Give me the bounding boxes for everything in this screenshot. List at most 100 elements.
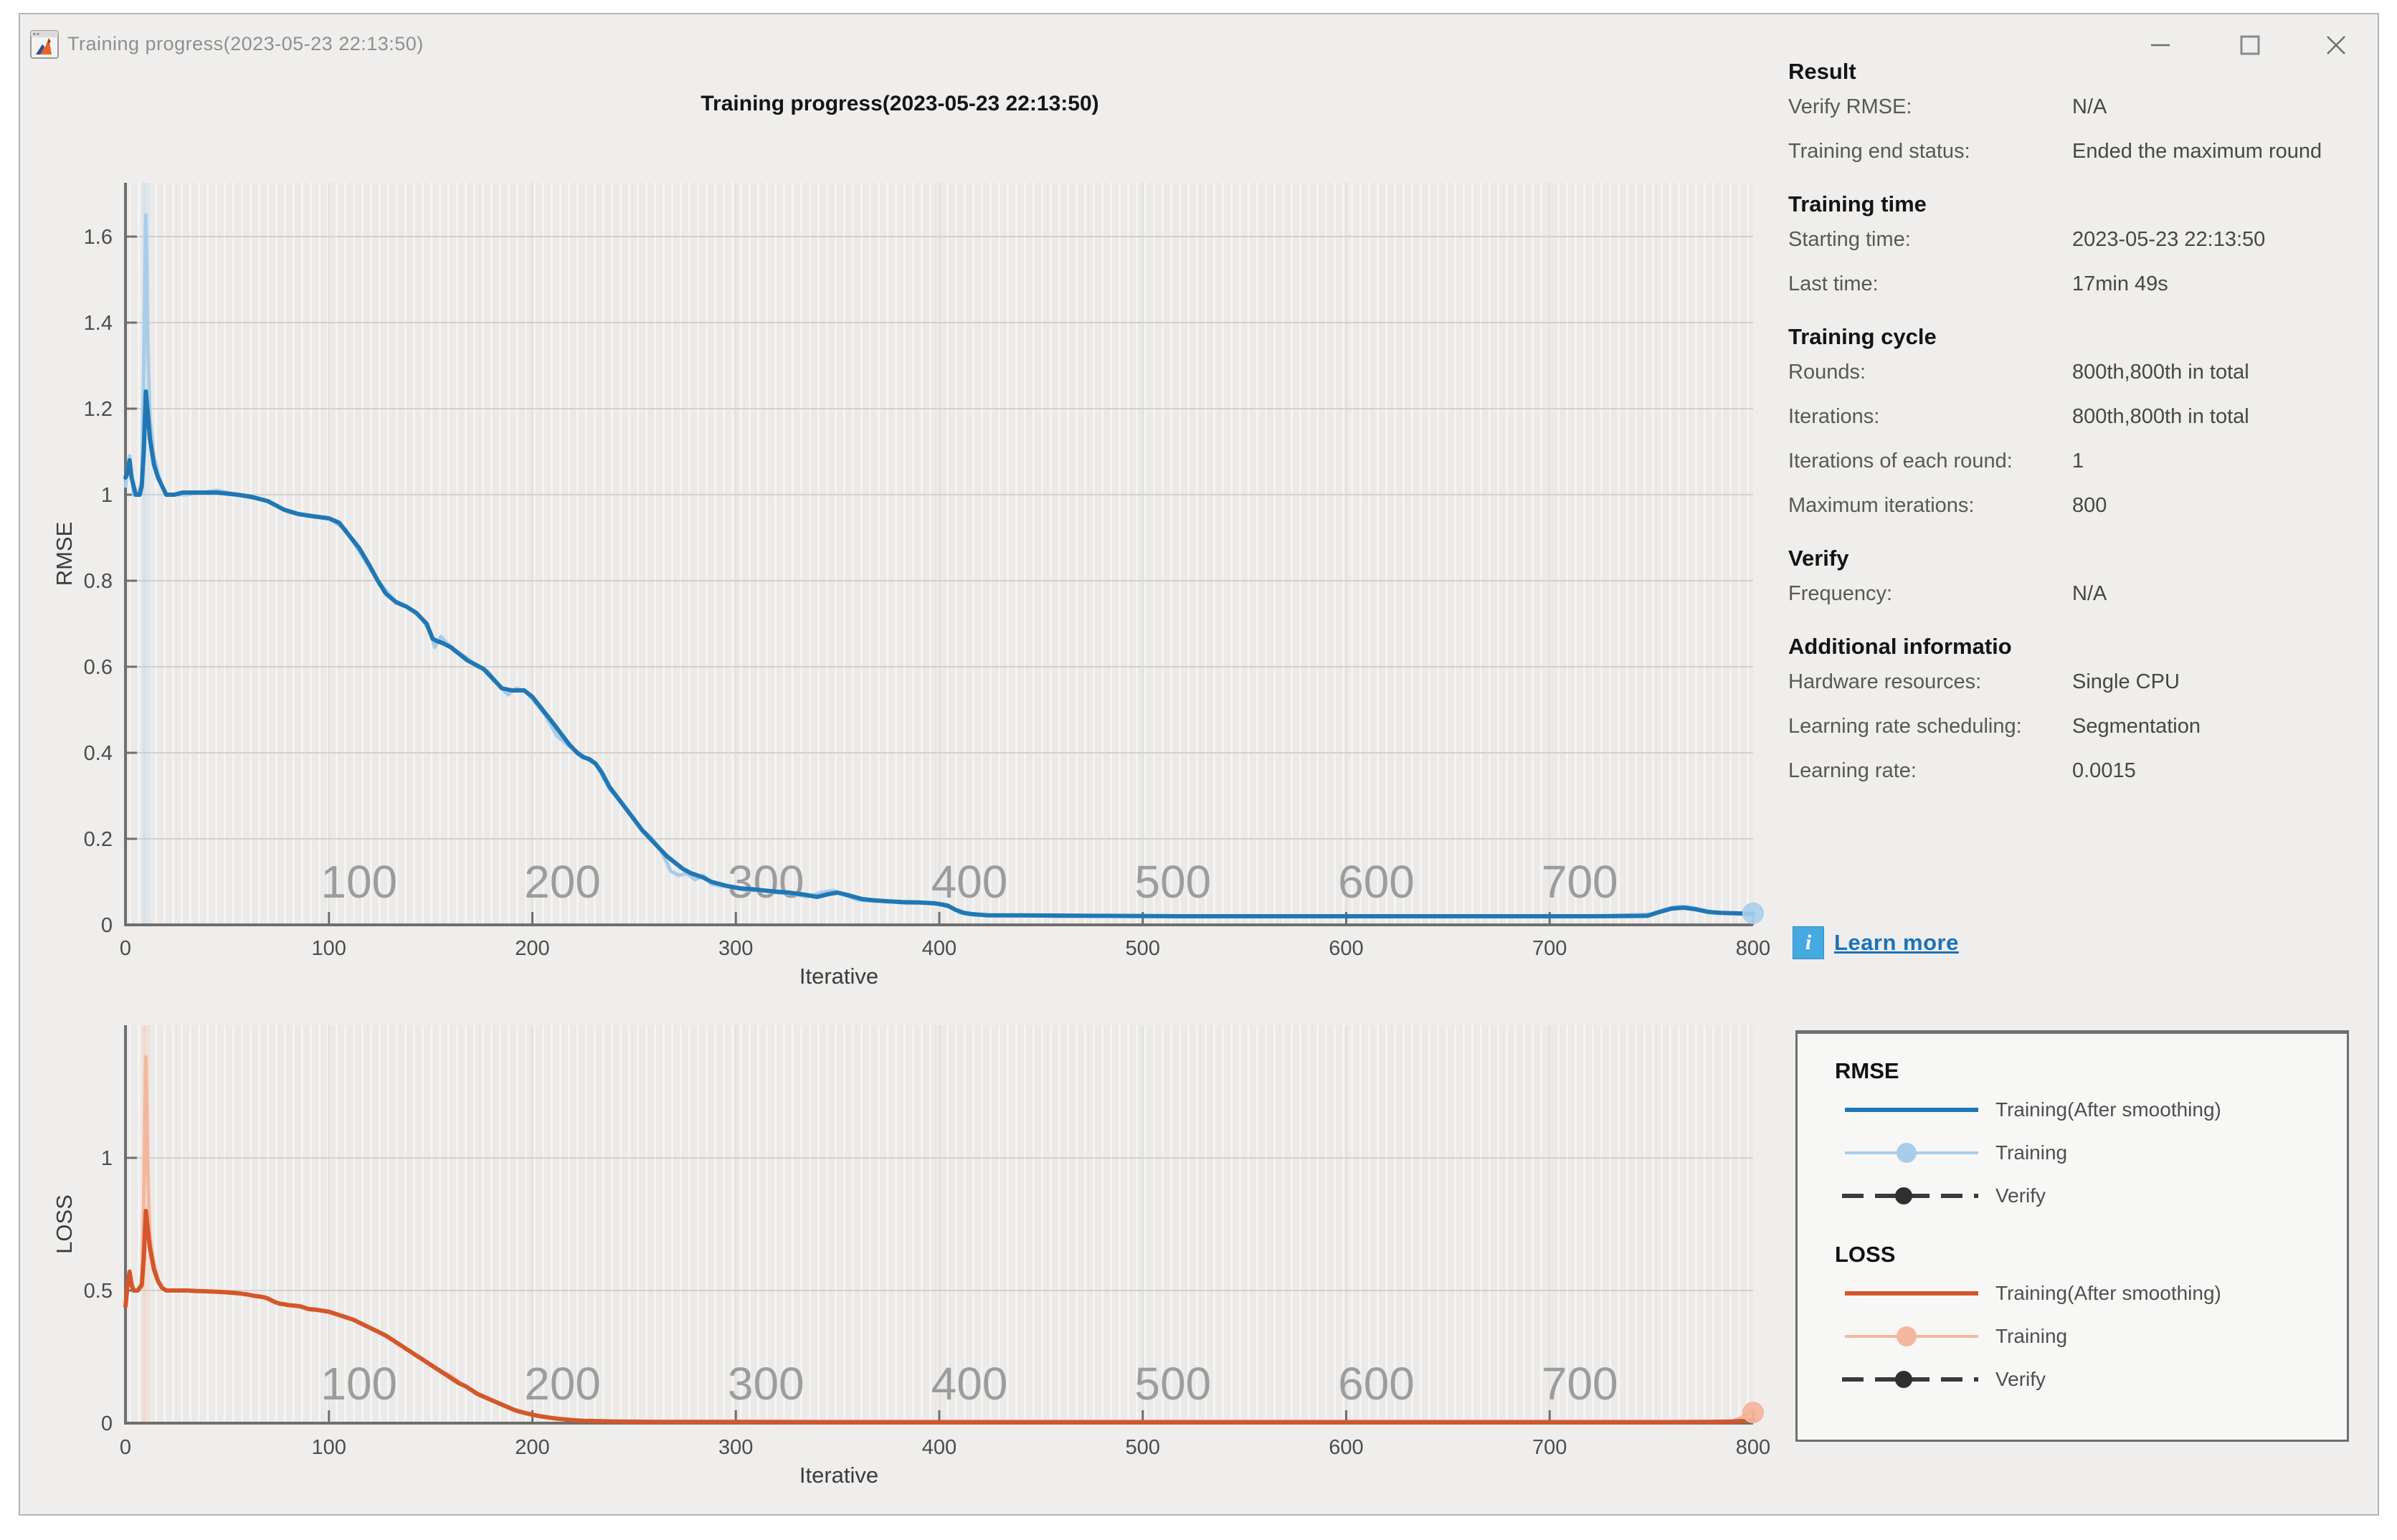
svg-text:300: 300 [728,856,804,908]
sidebar-section-training-time: Training time Starting time: 2023-05-23 22… [1788,191,2383,297]
info-label: Learning rate: [1788,759,1917,782]
info-value: 17min 49s [2072,272,2168,295]
sidebar-section-verify: Verify Frequency: N/A [1788,546,2383,607]
svg-text:1.6: 1.6 [84,226,113,249]
legend-item-label: Training [1995,1325,2068,1347]
svg-text:0.4: 0.4 [84,742,113,765]
svg-text:200: 200 [515,1436,549,1459]
legend-group-title: LOSS [1835,1242,1896,1267]
loss-ylabel: LOSS [52,1194,77,1254]
section-title: Result [1788,59,1856,84]
section-title: Additional informatio [1788,634,2012,659]
rmse-tick-labels: 0 100 200 300 400 500 600 700 800 0 0.2 0.4 0.6 0.8 1 1… [84,226,1771,960]
rmse-ylabel: RMSE [52,522,77,586]
sidebar-section-training-cycle: Training cycle Rounds: 800th,800th in tota… [1788,324,2383,518]
svg-text:700: 700 [1542,856,1618,908]
maximize-icon [2240,35,2260,55]
legend-item: Training(After smoothing) [1835,1272,2347,1315]
legend-marker-solid [1845,1108,1978,1112]
rmse-vgrid [328,183,1551,925]
loss-vgrid [328,1025,1551,1423]
section-title: Training cycle [1788,324,1937,349]
svg-text:100: 100 [321,1358,397,1410]
svg-text:300: 300 [728,1358,804,1410]
legend-marker-solid [1845,1291,1978,1296]
window-title: Training progress(2023-05-23 22:13:50) [67,33,424,54]
svg-text:0.8: 0.8 [84,570,113,593]
loss-series-training-after-smoothing- [123,1209,1755,1425]
info-label: Verify RMSE: [1788,95,1912,118]
info-label: Rounds: [1788,361,1866,384]
svg-text:300: 300 [718,937,753,960]
svg-text:600: 600 [1338,1358,1415,1410]
rmse-end-marker [1742,902,1764,924]
svg-text:400: 400 [931,856,1008,908]
info-label: Training end status: [1788,140,1970,163]
loss-tick-labels: 0 100 200 300 400 500 600 700 800 0 0.5 1 [84,1147,1771,1459]
sidebar-section-additional-informatio: Additional informatio Hardware resources:… [1788,634,2383,784]
legend-marker-solid-marker [1845,1326,1978,1346]
info-label: Frequency: [1788,582,1893,605]
info-label: Starting time: [1788,228,1911,251]
svg-text:800: 800 [1736,1436,1770,1459]
svg-text:0: 0 [120,1436,131,1459]
svg-text:0.2: 0.2 [84,828,113,851]
figure-title: Training progress(2023-05-23 22:13:50) [701,92,1099,115]
svg-text:0: 0 [101,1412,113,1435]
legend-group-title: RMSE [1835,1058,1899,1083]
legend-marker-dashed-marker [1842,1187,1978,1204]
info-label: Iterations: [1788,405,1880,428]
rmse-xlabel: Iterative [799,964,878,989]
legend-item: Training [1835,1315,2347,1358]
svg-text:500: 500 [1134,1358,1211,1410]
info-value: N/A [2072,95,2107,118]
title-bar[interactable]: Training progress(2023-05-23 22:13:50) [20,14,2378,73]
info-row: Learning rate scheduling: Segmentation [1788,714,2383,739]
svg-text:700: 700 [1532,1436,1567,1459]
svg-text:1: 1 [101,1147,113,1170]
svg-text:600: 600 [1329,937,1363,960]
info-value: 800th,800th in total [2072,361,2249,384]
minimize-icon [2151,44,2170,47]
info-value: Single CPU [2072,670,2180,693]
svg-text:200: 200 [515,937,549,960]
close-button[interactable] [2304,27,2368,63]
info-value: Segmentation [2072,715,2201,738]
sidebar-section-result: Result Verify RMSE: N/A Training end status… [1788,59,2383,164]
info-label: Learning rate scheduling: [1788,715,2022,738]
section-title: Training time [1788,191,1927,217]
info-row: Frequency: N/A [1788,581,2383,607]
svg-text:0: 0 [101,914,113,937]
info-value: 2023-05-23 22:13:50 [2072,228,2266,251]
info-value: N/A [2072,582,2107,605]
svg-text:100: 100 [312,1436,346,1459]
legend-item: Verify [1835,1358,2347,1401]
legend-item-label: Training [1995,1141,2068,1164]
rmse-inside-tick-labels: 100 200 300 400 500 600 700 [321,856,1618,908]
loss-chart: 100 200 300 400 500 600 700 0 100 200 300 400 500 600… [52,1025,1770,1488]
info-label: Last time: [1788,272,1879,295]
legend-box: RMSE Training(After smoothing) Training Ver… [1795,1030,2349,1442]
learn-more-link[interactable]: i Learn more [1793,926,1959,959]
info-value: 800 [2072,494,2107,517]
svg-text:1.4: 1.4 [84,312,113,335]
loss-hgrid [125,1157,1753,1291]
info-icon: i [1793,926,1824,959]
loss-end-marker [1742,1402,1764,1424]
maximize-button[interactable] [2218,27,2282,63]
legend-marker-solid-marker [1845,1143,1978,1163]
minimize-button[interactable] [2128,27,2193,63]
loss-xlabel: Iterative [799,1463,878,1488]
svg-text:200: 200 [524,1358,601,1410]
info-label: Iterations of each round: [1788,450,2013,472]
legend-item-label: Training(After smoothing) [1995,1098,2221,1121]
svg-text:500: 500 [1134,856,1211,908]
info-row: Maximum iterations: 800 [1788,493,2383,518]
svg-text:0.5: 0.5 [84,1280,113,1303]
svg-text:0: 0 [120,937,131,960]
info-label: Maximum iterations: [1788,494,1975,517]
svg-text:200: 200 [524,856,601,908]
rmse-series-training-after-smoothing- [123,389,1755,918]
info-row: Starting time: 2023-05-23 22:13:50 [1788,227,2383,252]
